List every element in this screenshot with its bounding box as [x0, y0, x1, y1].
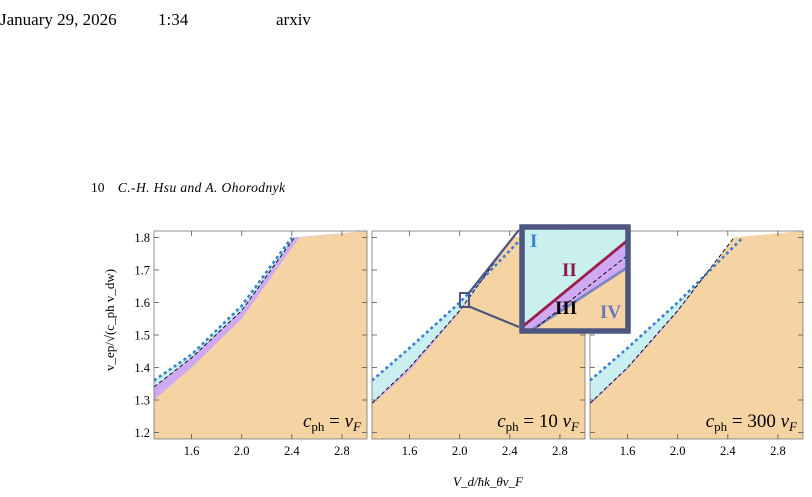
y-tick-label: 1.4 [134, 361, 150, 375]
header-date: January 29, 2026 [0, 10, 117, 29]
inset-label-I: I [530, 231, 537, 252]
x-tick-label: 2.8 [334, 444, 350, 458]
running-head: 10 C.-H. Hsu and A. Ohorodnyk [91, 180, 285, 196]
inset-line-II [522, 238, 628, 329]
y-tick-label: 1.7 [134, 264, 150, 278]
header-time: 1:34 [158, 10, 189, 29]
region-orange [154, 231, 367, 439]
x-tick-label: 1.6 [402, 444, 418, 458]
x-tick-label: 2.4 [284, 444, 300, 458]
zoom-box [459, 292, 470, 308]
y-tick-label: 1.8 [134, 231, 150, 245]
inset-connector-top [467, 229, 520, 295]
y-tick-label: 1.3 [134, 394, 150, 408]
inset-connector-bottom [467, 304, 520, 329]
inset-frame [519, 224, 631, 334]
x-tick-label: 2.8 [552, 444, 568, 458]
boundary-dotted [372, 236, 524, 382]
y-axis-title: v_ep/√(c_ph v_dw) [102, 269, 117, 371]
x-tick-label: 2.4 [720, 444, 736, 458]
inset-line-IV [529, 265, 628, 331]
x-tick-label: 1.6 [620, 444, 636, 458]
inset-label-IV: IV [600, 302, 621, 323]
x-tick-label: 2.0 [670, 444, 686, 458]
inset-label-II: II [562, 260, 577, 281]
x-tick-label: 2.0 [234, 444, 250, 458]
x-tick-label: 1.6 [184, 444, 200, 458]
x-tick-label: 2.0 [452, 444, 468, 458]
page-number: 10 [91, 180, 105, 195]
y-tick-label: 1.2 [134, 426, 150, 440]
x-tick-label: 2.4 [502, 444, 518, 458]
boundary-dotted [154, 236, 293, 382]
panel-1: 1.2 1.3 1.4 1.5 1.6 1.7 1.8 1.6 2.0 2.4 2.8 cph = v… [134, 230, 368, 458]
panel-label: cph = vF [303, 411, 362, 434]
inset-line-dashed [531, 254, 628, 331]
y-tick-label: 1.6 [134, 296, 150, 310]
x-axis-title: V_d/ħk_θv_F [453, 474, 524, 489]
running-head-authors: C.-H. Hsu and A. Ohorodnyk [117, 180, 286, 195]
header-source: arxiv [276, 10, 311, 29]
boundary-dashed [372, 237, 513, 404]
y-tick-label: 1.5 [134, 329, 150, 343]
inset-label-III: III [555, 298, 577, 319]
panel-label: cph = 10 vF [497, 411, 580, 434]
region-orange [590, 231, 803, 439]
boundary-dotted [590, 236, 744, 382]
panel-3: 1.6 2.0 2.4 2.8 cph = 300 vF [589, 230, 804, 458]
panel-label: cph = 300 vF [706, 411, 798, 434]
x-tick-label: 2.8 [770, 444, 786, 458]
